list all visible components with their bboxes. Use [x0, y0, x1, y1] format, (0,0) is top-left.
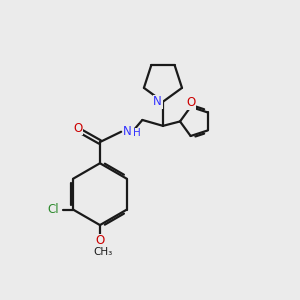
Text: N: N [123, 125, 132, 138]
Text: O: O [95, 234, 105, 247]
Text: N: N [153, 95, 162, 108]
Text: H: H [134, 128, 141, 138]
Text: O: O [74, 122, 83, 135]
Text: O: O [187, 96, 196, 109]
Text: Cl: Cl [48, 203, 59, 216]
Text: CH₃: CH₃ [94, 247, 113, 256]
